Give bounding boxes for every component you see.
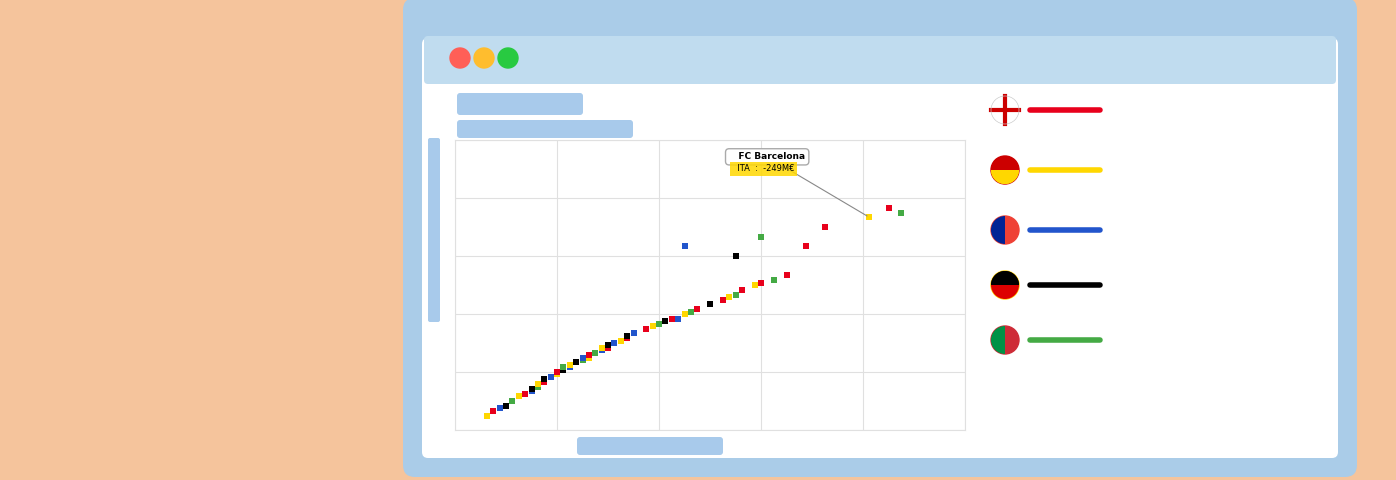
FancyBboxPatch shape (456, 120, 632, 138)
Circle shape (991, 216, 1019, 244)
FancyBboxPatch shape (422, 38, 1337, 458)
Circle shape (475, 48, 494, 68)
FancyBboxPatch shape (456, 93, 584, 115)
Wedge shape (991, 156, 1019, 170)
Wedge shape (991, 216, 1005, 244)
FancyBboxPatch shape (403, 0, 1357, 477)
Circle shape (991, 96, 1019, 124)
Circle shape (498, 48, 518, 68)
FancyBboxPatch shape (577, 437, 723, 455)
Wedge shape (991, 326, 1005, 354)
Circle shape (991, 156, 1019, 184)
Wedge shape (991, 271, 1019, 285)
Text: FC Barcelona: FC Barcelona (729, 152, 867, 216)
Wedge shape (991, 285, 1019, 299)
Circle shape (991, 326, 1019, 354)
FancyBboxPatch shape (424, 36, 1336, 84)
Wedge shape (991, 271, 1019, 285)
Circle shape (450, 48, 470, 68)
Circle shape (991, 271, 1019, 299)
FancyBboxPatch shape (429, 138, 440, 322)
Text: ITA  :  -249M€: ITA : -249M€ (733, 165, 794, 173)
Wedge shape (991, 170, 1019, 184)
Wedge shape (991, 170, 1019, 184)
